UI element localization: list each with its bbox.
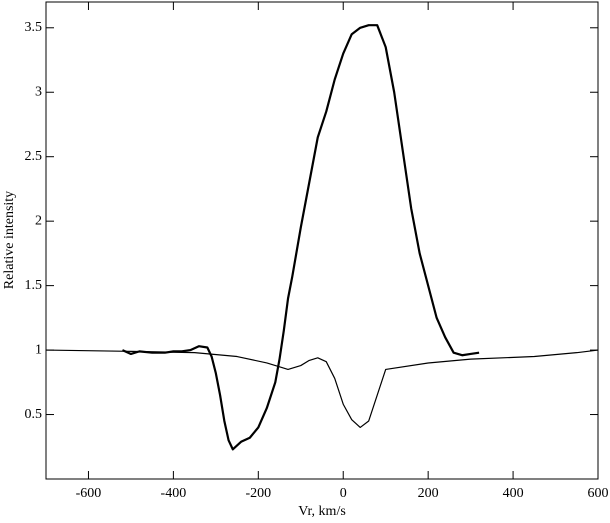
x-tick-label: 600 xyxy=(588,486,609,501)
y-tick-label: 3 xyxy=(35,84,42,99)
y-tick-label: 1 xyxy=(35,342,42,357)
y-tick-label: 3.5 xyxy=(25,20,43,35)
x-axis-label: Vr, km/s xyxy=(298,504,346,519)
data-line xyxy=(121,24,480,451)
data-line xyxy=(45,349,599,429)
y-tick-label: 2.5 xyxy=(25,149,43,164)
y-tick-label: 2 xyxy=(35,213,42,228)
x-tick-label: 0 xyxy=(340,486,347,501)
y-axis-label: Relative intensity xyxy=(2,191,17,289)
x-tick-label: -200 xyxy=(245,486,271,501)
x-tick-label: -600 xyxy=(76,486,102,501)
plot-frame xyxy=(45,1,599,480)
x-tick-label: 200 xyxy=(418,486,439,501)
x-tick-label: 400 xyxy=(503,486,524,501)
y-tick-label: 0.5 xyxy=(25,407,43,422)
x-tick-label: -400 xyxy=(161,486,187,501)
y-tick-label: 1.5 xyxy=(25,278,43,293)
